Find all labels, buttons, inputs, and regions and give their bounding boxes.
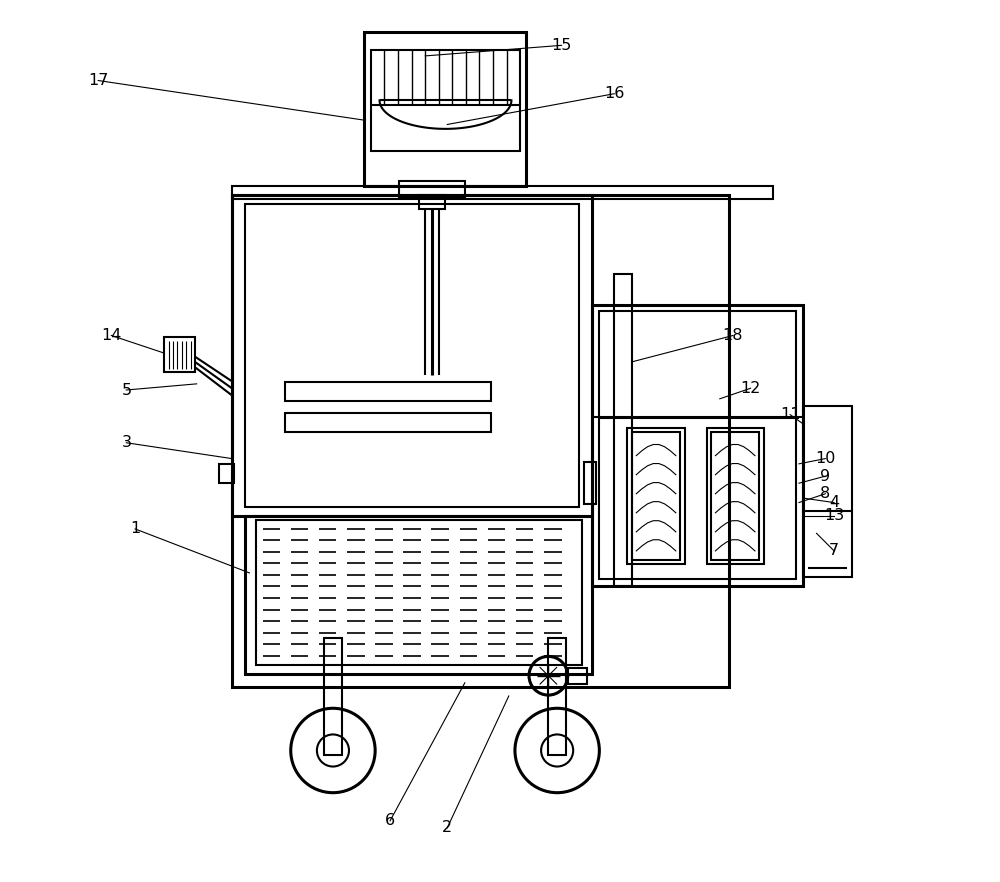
Bar [324, 638, 342, 755]
Bar [548, 638, 566, 755]
Bar [232, 186, 773, 199]
Text: 10: 10 [815, 451, 835, 466]
Bar [232, 195, 592, 516]
Text: 8: 8 [820, 486, 830, 501]
Bar [245, 204, 579, 507]
Text: 15: 15 [551, 38, 572, 53]
Bar [371, 49, 520, 151]
Text: 17: 17 [88, 73, 108, 88]
Bar [707, 428, 764, 564]
Bar [256, 520, 582, 665]
Text: 3: 3 [121, 435, 131, 450]
Bar [219, 464, 234, 483]
Bar [419, 195, 445, 209]
Text: 1: 1 [130, 521, 140, 536]
Text: 7: 7 [829, 543, 839, 558]
Bar [399, 181, 465, 197]
Text: 5: 5 [121, 383, 131, 398]
Text: 16: 16 [604, 86, 624, 101]
Text: 14: 14 [101, 328, 122, 343]
Bar [568, 668, 587, 684]
Bar [584, 462, 596, 505]
Bar [599, 310, 796, 579]
Text: 2: 2 [442, 820, 452, 835]
Text: 18: 18 [723, 328, 743, 343]
Text: 12: 12 [740, 381, 761, 396]
Bar [632, 432, 680, 560]
Bar [364, 32, 526, 186]
Text: 13: 13 [824, 508, 844, 523]
Text: 4: 4 [829, 495, 839, 510]
Bar [285, 413, 491, 432]
Bar [245, 516, 592, 674]
Bar [164, 337, 195, 372]
Bar [803, 406, 852, 578]
Bar [592, 304, 803, 586]
Text: 6: 6 [385, 813, 395, 828]
Bar [711, 432, 759, 560]
Bar [627, 428, 685, 564]
Text: 9: 9 [820, 468, 830, 483]
Bar [285, 382, 491, 401]
Bar [232, 195, 729, 687]
Text: 11: 11 [780, 407, 800, 422]
Bar [614, 274, 632, 586]
